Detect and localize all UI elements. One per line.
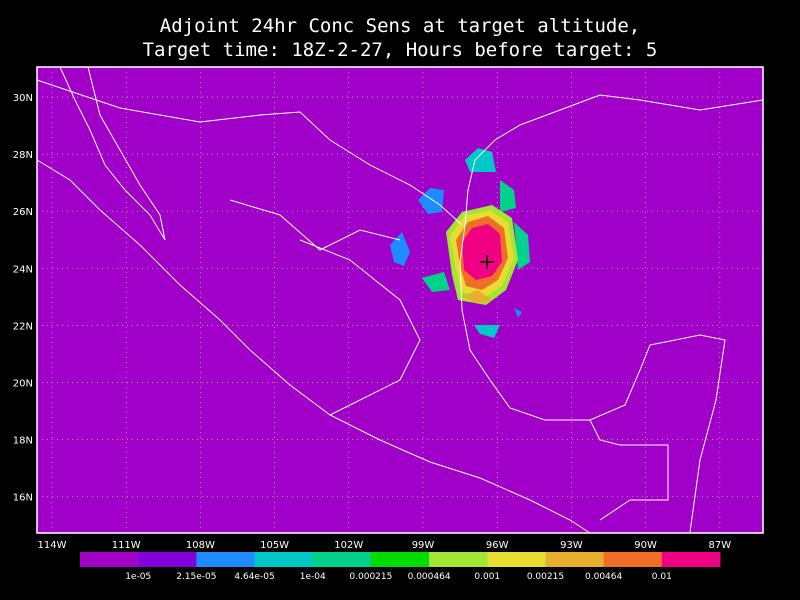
colorbar-swatch <box>429 552 488 567</box>
coastlines <box>36 66 764 534</box>
colorbar-label: 0.01 <box>652 572 672 582</box>
colorbar-label: 1e-05 <box>125 572 151 582</box>
colorbar-swatch <box>312 552 372 567</box>
colorbar-swatch <box>138 552 197 567</box>
colorbar-label: 0.001 <box>474 572 500 582</box>
colorbar-swatch <box>80 552 139 567</box>
colorbar-label: 0.00215 <box>527 572 564 582</box>
lat-label: 24N <box>13 264 33 275</box>
lon-label: 102W <box>334 540 363 551</box>
colorbar-swatch <box>196 552 256 567</box>
colorbar-swatch <box>254 552 314 567</box>
colorbar-label: 2.15e-05 <box>176 572 216 582</box>
title-line: Adjoint 24hr Conc Sens at target altitud… <box>160 15 640 37</box>
lat-label: 30N <box>13 93 33 104</box>
lat-label: 20N <box>13 379 33 390</box>
lon-label: 90W <box>634 540 657 551</box>
colorbar-label: 0.00464 <box>585 572 622 582</box>
lon-label: 114W <box>38 540 67 551</box>
lon-label: 108W <box>186 540 215 551</box>
colorbar: 1e-05 2.15e-05 4.64e-05 1e-04 0.000215 0.0004… <box>80 552 721 582</box>
colorbar-swatch <box>603 552 663 567</box>
lat-label: 18N <box>13 436 33 447</box>
colorbar-swatch <box>661 552 721 567</box>
colorbar-label: 0.000215 <box>349 572 392 582</box>
colorbar-label: 1e-04 <box>300 572 326 582</box>
lon-label: 87W <box>708 540 731 551</box>
target-marker <box>480 255 494 269</box>
lat-label: 28N <box>13 150 33 161</box>
colorbar-swatch <box>370 552 430 567</box>
lon-label: 96W <box>486 540 509 551</box>
colorbar-label: 4.64e-05 <box>234 572 274 582</box>
lon-label: 99W <box>412 540 435 551</box>
colorbar-label: 0.000464 <box>408 572 451 582</box>
lat-label: 26N <box>13 207 33 218</box>
colorbar-swatch <box>545 552 605 567</box>
title-line: Target time: 18Z-2-27, Hours before targ… <box>143 39 658 61</box>
colorbar-swatch <box>487 552 546 567</box>
lon-label: 111W <box>112 540 141 551</box>
lon-label: 105W <box>260 540 289 551</box>
lon-label: 93W <box>560 540 583 551</box>
lat-label: 22N <box>13 321 33 332</box>
lat-label: 16N <box>13 493 33 504</box>
